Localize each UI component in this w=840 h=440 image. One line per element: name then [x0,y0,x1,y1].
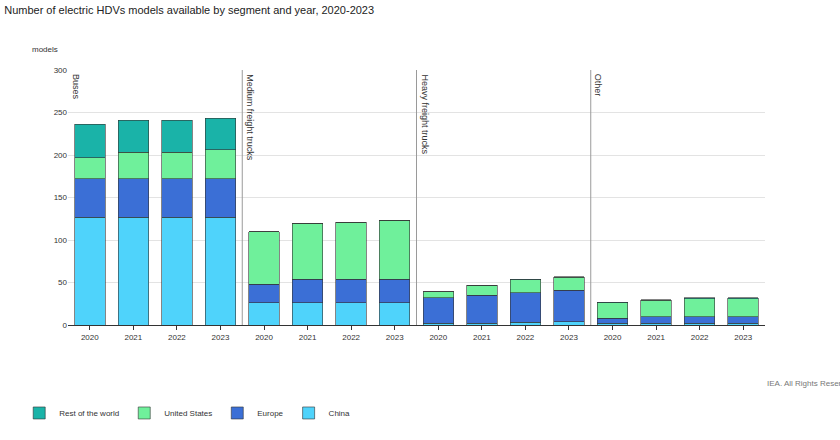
svg-text:Europe: Europe [257,409,283,418]
svg-text:United States: United States [164,409,212,418]
svg-text:300: 300 [54,66,68,75]
svg-text:2023: 2023 [386,333,404,342]
svg-text:250: 250 [54,108,68,117]
svg-text:Medium freight trucks: Medium freight trucks [245,74,255,161]
svg-text:2023: 2023 [734,333,752,342]
svg-text:2023: 2023 [560,333,578,342]
svg-text:2020: 2020 [81,333,99,342]
svg-text:2022: 2022 [168,333,186,342]
svg-text:Number of electric HDVs models: Number of electric HDVs models available… [4,4,374,16]
svg-text:2022: 2022 [691,333,709,342]
svg-text:200: 200 [54,151,68,160]
svg-text:2020: 2020 [604,333,622,342]
svg-text:2022: 2022 [517,333,535,342]
svg-text:100: 100 [54,236,68,245]
svg-text:Heavy freight trucks: Heavy freight trucks [420,75,430,155]
svg-text:2021: 2021 [124,333,142,342]
svg-text:2022: 2022 [342,333,360,342]
svg-text:0: 0 [63,321,68,330]
svg-text:IEA. All Rights Reserved: IEA. All Rights Reserved [767,379,840,388]
svg-text:Other: Other [593,74,603,97]
svg-text:China: China [329,409,350,418]
svg-text:2020: 2020 [255,333,273,342]
svg-text:2021: 2021 [647,333,665,342]
svg-text:2020: 2020 [429,333,447,342]
svg-text:50: 50 [58,278,67,287]
svg-text:models: models [32,45,58,54]
svg-text:2023: 2023 [212,333,230,342]
svg-text:2021: 2021 [473,333,491,342]
svg-text:150: 150 [54,193,68,202]
svg-text:Buses: Buses [71,74,81,100]
svg-text:Rest of the world: Rest of the world [59,409,119,418]
svg-text:2021: 2021 [299,333,317,342]
